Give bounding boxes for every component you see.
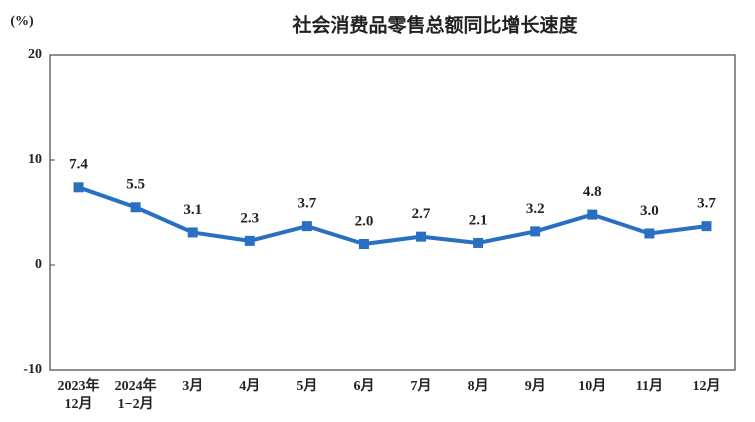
- marker: [358, 239, 369, 249]
- y-tick-label: 10: [28, 152, 42, 167]
- series-line: [77, 185, 707, 246]
- marker: [701, 221, 712, 232]
- data-label: 2.3: [240, 210, 259, 226]
- data-label: 2.0: [355, 213, 374, 229]
- marker: [301, 221, 312, 232]
- x-tick-label: 4月: [239, 379, 261, 394]
- data-label: 3.7: [298, 196, 317, 212]
- data-label: 2.7: [412, 206, 431, 222]
- marker: [587, 209, 598, 220]
- x-tick-label: 7月: [410, 379, 432, 394]
- data-label: 3.7: [697, 196, 716, 212]
- plot-frame: [49, 54, 736, 371]
- data-label: 4.8: [583, 184, 602, 200]
- y-axis-label: (%): [10, 14, 34, 29]
- chart-title: 社会消费品零售总额同比增长速度: [291, 14, 578, 37]
- y-tick-label: 20: [28, 47, 42, 62]
- x-tick-label: 12月: [692, 379, 721, 394]
- marker: [244, 235, 255, 246]
- data-label: 3.2: [526, 201, 545, 217]
- marker: [130, 202, 141, 213]
- marker: [473, 237, 484, 248]
- data-label: 3.0: [640, 203, 659, 219]
- x-tick-label: 9月: [524, 379, 546, 394]
- y-tick-label: -10: [23, 362, 42, 377]
- x-tick-label: 2024年 1−2月: [114, 379, 157, 412]
- x-tick-label: 10月: [578, 379, 607, 394]
- marker: [187, 227, 198, 238]
- data-label: 2.1: [469, 212, 488, 228]
- marker: [644, 228, 655, 239]
- data-label: 7.4: [69, 157, 88, 173]
- x-tick-label: 2023年 12月: [57, 379, 100, 412]
- marker: [416, 231, 427, 242]
- marker: [530, 226, 541, 237]
- x-tick-label: 3月: [182, 379, 204, 394]
- marker: [73, 182, 84, 193]
- y-tick-label: 0: [35, 257, 42, 272]
- data-label: 5.5: [126, 177, 145, 193]
- x-tick-label: 11月: [635, 379, 663, 394]
- data-label: 3.1: [183, 202, 202, 218]
- x-tick-label: 8月: [467, 379, 489, 394]
- x-tick-label: 6月: [353, 379, 375, 394]
- x-tick-label: 5月: [296, 379, 318, 394]
